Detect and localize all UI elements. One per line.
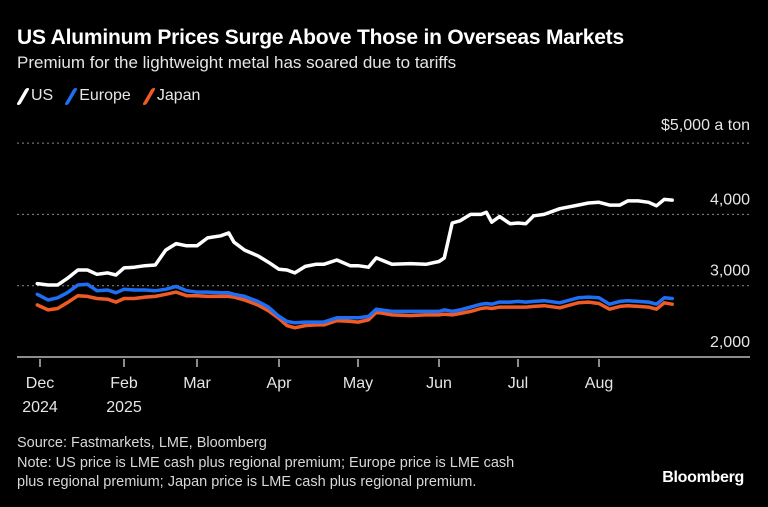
chart-subtitle: Premium for the lightweight metal has so… [17, 53, 457, 72]
x-tick-label: May [343, 375, 373, 392]
series-line-japan [35, 290, 674, 330]
x-tick-label: Mar [183, 375, 211, 392]
series-line-us [35, 197, 674, 287]
x-tick-year-label: 2025 [106, 399, 142, 416]
x-tick-year-label: 2024 [22, 399, 58, 416]
footnote-line-1: Note: US price is LME cash plus regional… [17, 455, 515, 471]
y-tick-label: 4,000 [710, 191, 750, 208]
legend-label: Europe [79, 87, 131, 104]
x-tick-label: Jun [426, 375, 452, 392]
bloomberg-logo: Bloomberg [662, 469, 744, 486]
legend-item-us: US [16, 87, 54, 105]
y-tick-label: 3,000 [710, 263, 750, 280]
y-tick-label: 2,000 [710, 334, 750, 351]
x-tick-label: Jul [508, 375, 528, 392]
source-note: Source: Fastmarkets, LME, Bloomberg [17, 435, 267, 451]
x-tick-label: Aug [585, 375, 613, 392]
series-line-europe [35, 282, 674, 325]
y-axis-unit-label: $5,000 a ton [661, 117, 750, 134]
legend-label: US [31, 87, 54, 104]
footnote-line-2: plus regional premium; Japan price is LM… [17, 474, 477, 490]
x-tick-label: Dec [26, 375, 54, 392]
x-tick-label: Apr [267, 375, 293, 392]
legend: US Europe Japan [16, 87, 201, 105]
legend-label: Japan [156, 87, 201, 104]
legend-item-europe: Europe [64, 87, 131, 105]
legend-item-japan: Japan [141, 87, 201, 105]
x-tick-label: Feb [110, 375, 138, 392]
chart-title: US Aluminum Prices Surge Above Those in … [17, 26, 624, 49]
